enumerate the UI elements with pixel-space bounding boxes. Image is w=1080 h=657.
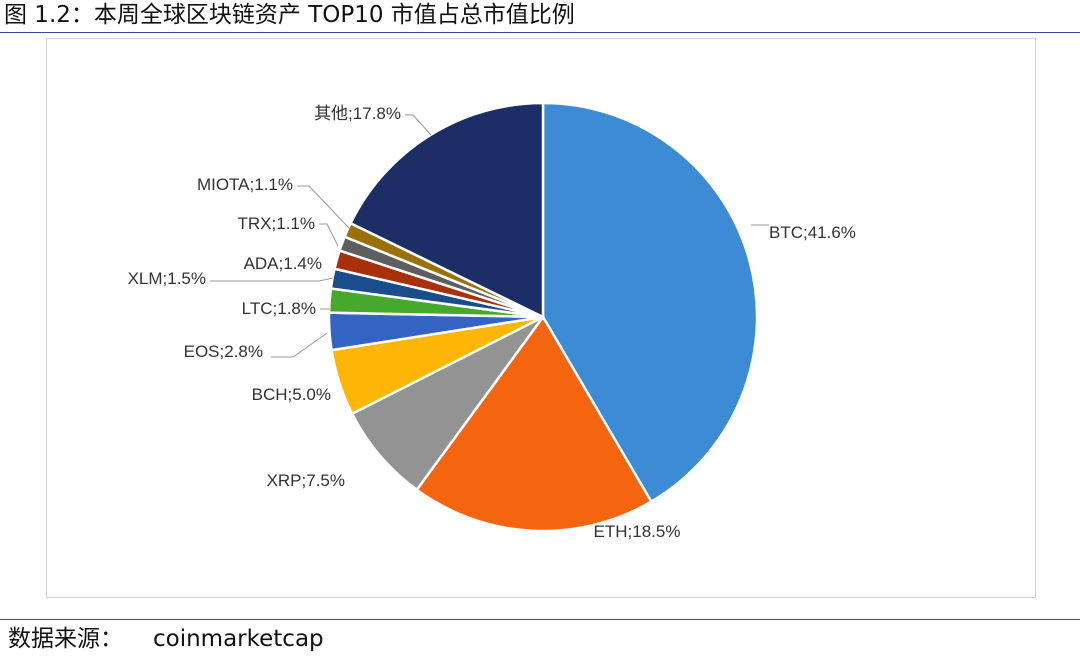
- source-line: 数据来源： coinmarketcap: [8, 623, 324, 655]
- slices-layer: [327, 101, 759, 533]
- slice-label-4: EOS;2.8%: [184, 342, 263, 361]
- slice-label-1: ETH;18.5%: [594, 522, 681, 541]
- pie-slice-1: [415, 315, 653, 533]
- leader-lines-layer: [210, 114, 769, 358]
- pie-slice-0: [541, 101, 759, 503]
- title-rule: [0, 32, 1080, 33]
- slice-label-3: BCH;5.0%: [252, 385, 331, 404]
- leader-line-8: [319, 223, 339, 247]
- slice-label-10: 其他;17.8%: [314, 104, 401, 123]
- slice-label-5: LTC;1.8%: [242, 299, 316, 318]
- leader-line-4: [271, 332, 328, 358]
- source-label: 数据来源：: [8, 626, 123, 652]
- leader-line-10: [405, 114, 432, 136]
- slice-label-9: MIOTA;1.1%: [197, 175, 293, 194]
- source-rule: [0, 619, 1080, 620]
- pie-slice-10: [349, 101, 545, 319]
- slice-label-7: ADA;1.4%: [244, 254, 322, 273]
- source-value: coinmarketcap: [153, 626, 324, 652]
- pie-chart: BTC;41.6% ETH;18.5% XRP;7.5% BCH;5.0% EOS;2.…: [128, 101, 856, 541]
- slice-label-2: XRP;7.5%: [267, 471, 345, 490]
- labels-layer: BTC;41.6% ETH;18.5% XRP;7.5% BCH;5.0% EOS;2.…: [128, 104, 856, 541]
- figure-title: 图 1.2：本周全球区块链资产 TOP10 市值占总市值比例: [4, 2, 575, 28]
- chart-frame: BTC;41.6% ETH;18.5% XRP;7.5% BCH;5.0% EOS;2.…: [46, 38, 1036, 598]
- leader-line-9: [297, 185, 351, 230]
- slice-label-8: TRX;1.1%: [238, 214, 315, 233]
- slice-label-0: BTC;41.6%: [769, 223, 856, 242]
- leader-line-6: [210, 277, 334, 282]
- pie-slice-2: [350, 315, 545, 492]
- slice-label-6: XLM;1.5%: [128, 269, 206, 288]
